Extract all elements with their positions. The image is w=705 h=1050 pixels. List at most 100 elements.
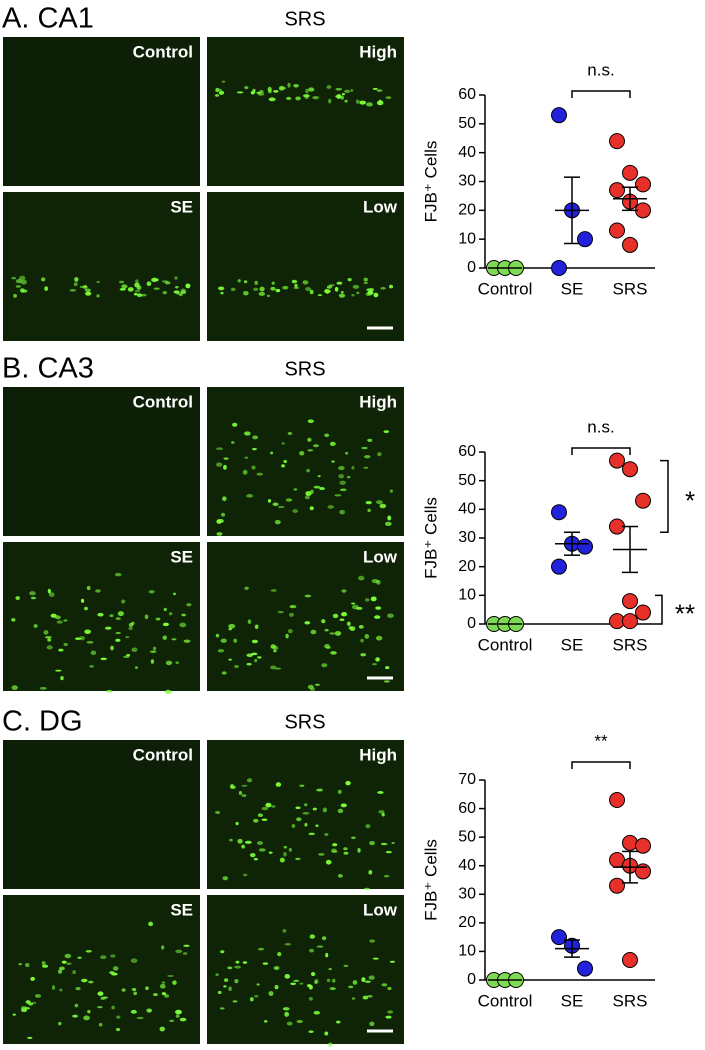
cell-speck — [244, 431, 251, 436]
cell-speck — [89, 665, 94, 668]
cell-speck — [221, 80, 226, 83]
cell-speck — [321, 936, 327, 941]
cell-speck — [31, 1001, 37, 1004]
cell-speck — [309, 934, 316, 939]
cell-speck — [368, 975, 375, 980]
cell-speck — [33, 624, 38, 628]
cell-speck — [241, 794, 247, 797]
cell-speck — [39, 686, 47, 690]
cell-speck — [257, 813, 264, 818]
y-tick-label: 20 — [458, 558, 476, 575]
cell-speck — [100, 657, 107, 661]
cell-speck — [246, 494, 254, 498]
cell-speck — [328, 98, 332, 104]
cell-speck — [372, 957, 379, 960]
cell-speck — [150, 659, 155, 664]
cell-speck — [234, 665, 239, 668]
cell-speck — [20, 1006, 27, 1011]
cell-speck — [175, 949, 183, 954]
micrograph — [3, 387, 200, 536]
cell-speck — [161, 945, 165, 950]
cell-speck — [381, 983, 388, 987]
cell-speck — [383, 680, 391, 683]
cell-speck — [329, 987, 336, 991]
cell-speck — [273, 649, 277, 653]
cell-speck — [387, 1010, 394, 1014]
cell-speck — [281, 464, 285, 468]
cell-speck — [364, 887, 370, 890]
data-point — [551, 107, 567, 124]
cell-speck — [131, 987, 137, 992]
cell-speck — [20, 279, 27, 285]
cell-speck — [309, 948, 314, 953]
cell-speck — [377, 452, 382, 457]
cell-speck — [249, 853, 256, 858]
data-point — [551, 260, 567, 276]
data-point — [551, 558, 567, 575]
cell-speck — [335, 87, 342, 91]
cell-speck — [336, 281, 343, 285]
cell-speck — [159, 1026, 165, 1032]
x-tick-label: Control — [478, 991, 533, 1010]
cell-speck — [376, 100, 384, 106]
cell-speck — [326, 85, 332, 89]
cell-speck — [365, 501, 372, 505]
cell-speck — [274, 667, 282, 670]
cell-speck — [74, 1003, 79, 1008]
cell-speck — [304, 803, 308, 807]
cell-speck — [351, 997, 356, 1000]
cell-speck — [313, 485, 321, 489]
cell-speck — [372, 663, 377, 666]
cell-speck — [41, 964, 49, 968]
cell-speck — [243, 873, 248, 877]
micrograph — [3, 895, 200, 1044]
data-point — [635, 837, 651, 854]
cell-speck — [110, 645, 114, 651]
cell-speck — [61, 960, 67, 964]
y-tick-label: 40 — [458, 501, 476, 518]
cell-speck — [247, 619, 252, 625]
cell-speck — [223, 985, 227, 988]
cell-speck — [161, 280, 168, 283]
cell-speck — [228, 986, 232, 992]
cell-speck — [182, 952, 188, 955]
cell-speck — [12, 1013, 16, 1016]
cell-speck — [229, 838, 233, 842]
cell-speck — [305, 491, 312, 496]
y-tick-label: 0 — [467, 971, 476, 988]
cell-speck — [74, 277, 79, 282]
cell-speck — [15, 278, 22, 284]
x-tick-label: Control — [478, 635, 533, 654]
cell-speck — [344, 99, 348, 103]
cell-speck — [359, 100, 366, 105]
cell-speck — [322, 807, 327, 813]
cell-speck — [251, 465, 256, 470]
cell-speck — [352, 284, 360, 289]
cell-speck — [121, 599, 126, 604]
cell-speck — [235, 821, 239, 826]
cell-speck — [339, 480, 346, 485]
cell-speck — [136, 1016, 144, 1020]
cell-speck — [325, 952, 329, 958]
cell-speck — [334, 286, 339, 292]
cell-speck — [288, 612, 294, 617]
cell-speck — [287, 82, 291, 88]
cell-speck — [376, 579, 381, 585]
cell-speck — [258, 848, 266, 852]
cell-speck — [85, 291, 92, 296]
cell-speck — [343, 851, 349, 855]
cell-speck — [167, 974, 174, 977]
cell-speck — [82, 285, 88, 289]
cell-speck — [162, 635, 167, 640]
cell-speck — [381, 812, 385, 817]
significance-label: ** — [675, 599, 695, 629]
data-point — [635, 863, 651, 880]
cell-speck — [219, 1007, 225, 1010]
cell-speck — [47, 638, 52, 642]
cell-speck — [110, 954, 116, 958]
data-point — [609, 792, 625, 808]
cell-speck — [331, 978, 336, 983]
cell-speck — [238, 790, 243, 795]
data-point — [622, 593, 638, 610]
cell-speck — [367, 438, 373, 442]
